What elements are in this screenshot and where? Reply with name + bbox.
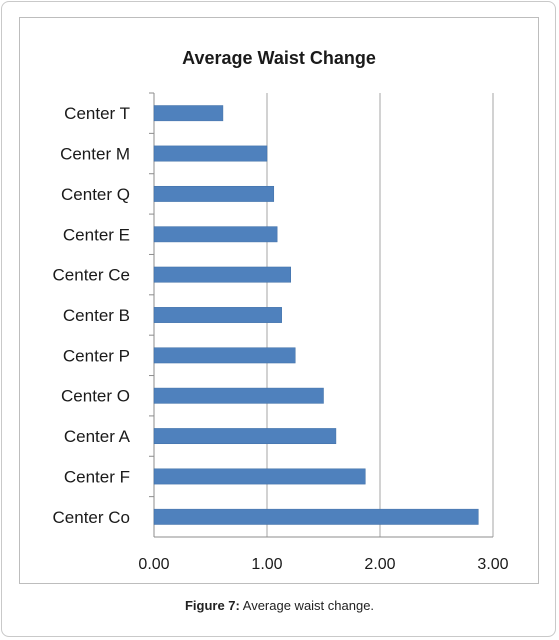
x-tick-label: 3.00	[477, 556, 508, 573]
figure-caption: Figure 7: Average waist change.	[0, 598, 559, 613]
category-label: Center Co	[53, 508, 130, 527]
bar	[153, 508, 479, 525]
bar	[153, 387, 324, 404]
bar	[153, 185, 275, 202]
category-label: Center E	[63, 225, 130, 244]
category-label: Center P	[63, 346, 130, 365]
chart-title: Average Waist Change	[182, 48, 376, 68]
bar	[153, 226, 278, 243]
bar	[153, 105, 224, 122]
category-label: Center Ce	[53, 266, 130, 285]
category-label: Center F	[64, 467, 130, 486]
bar	[153, 266, 291, 283]
x-tick-label: 1.00	[251, 556, 282, 573]
category-label: Center B	[63, 306, 130, 325]
bar	[153, 347, 296, 364]
bar-chart: Average Waist Change 0.00 1.00 2.00 3.00 Cent…	[53, 48, 509, 573]
bar	[153, 307, 282, 323]
caption-text: Average waist change.	[239, 598, 375, 613]
x-tick-label: 0.00	[138, 556, 169, 573]
category-label: Center Q	[61, 185, 130, 204]
category-label: Center M	[60, 145, 130, 164]
bar	[153, 468, 366, 485]
category-label: Center O	[61, 387, 130, 406]
x-tick-label: 2.00	[364, 556, 395, 573]
bar	[153, 428, 337, 445]
category-label: Center T	[64, 104, 130, 123]
chart-area	[19, 17, 539, 584]
category-label: Center A	[64, 427, 131, 446]
caption-label: Figure 7:	[184, 598, 240, 613]
bar	[153, 145, 268, 162]
